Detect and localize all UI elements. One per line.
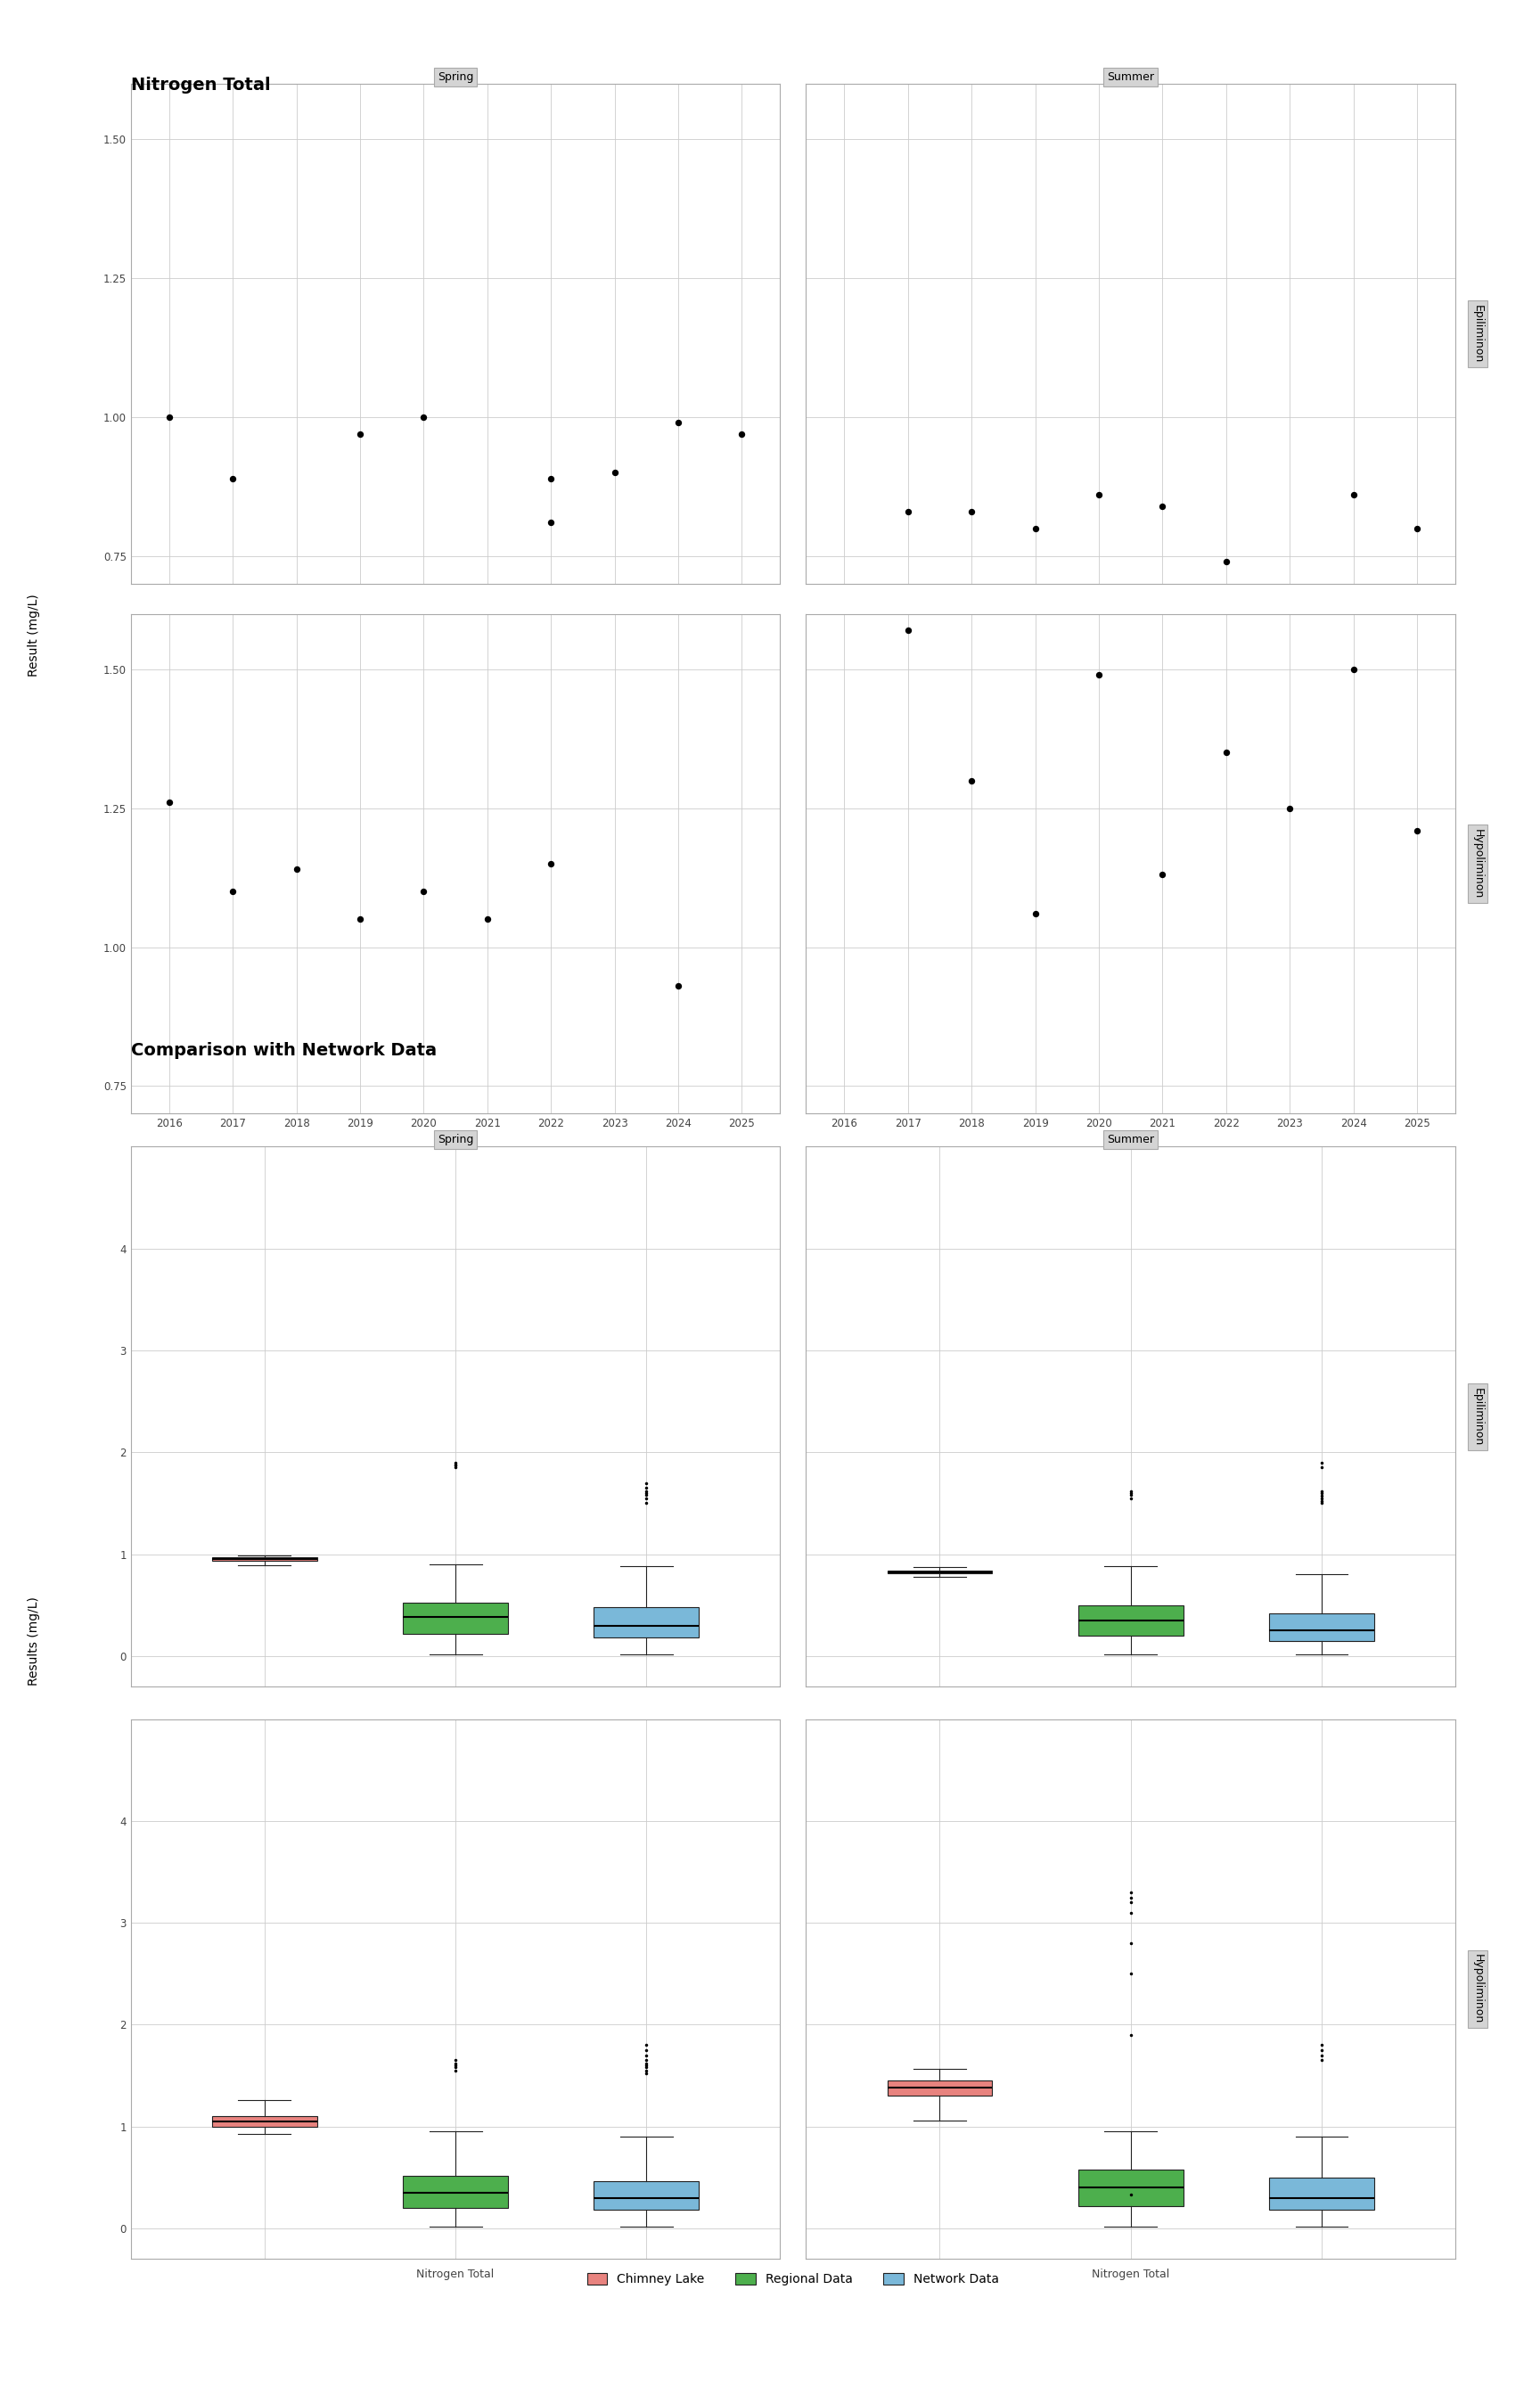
PathPatch shape (1078, 2168, 1183, 2207)
Point (1023, 508, 1047, 546)
PathPatch shape (1078, 1605, 1183, 1636)
PathPatch shape (887, 1569, 992, 1574)
Point (348, 415, 373, 453)
Point (1023, 894, 1047, 932)
Point (1150, 855, 1175, 894)
PathPatch shape (887, 2080, 992, 2096)
X-axis label: Nitrogen Total: Nitrogen Total (1092, 2269, 1169, 2281)
Point (730, 415, 755, 453)
PathPatch shape (403, 1603, 508, 1634)
Point (1404, 508, 1429, 546)
Point (896, 494, 921, 532)
Point (348, 901, 373, 939)
Title: Spring: Spring (437, 1133, 473, 1145)
Point (283, 851, 308, 889)
Point (474, 901, 499, 939)
Point (1087, 657, 1112, 695)
PathPatch shape (1269, 1613, 1374, 1641)
Legend: Chimney Lake, Regional Data, Network Data: Chimney Lake, Regional Data, Network Dat… (582, 2269, 1004, 2291)
Point (896, 611, 921, 649)
PathPatch shape (403, 2176, 508, 2209)
Text: Nitrogen Total: Nitrogen Total (131, 77, 271, 93)
Point (539, 503, 564, 541)
Text: Results (mg/L): Results (mg/L) (28, 1596, 40, 1687)
Point (1214, 541, 1238, 580)
PathPatch shape (1269, 2178, 1374, 2209)
Point (411, 872, 436, 910)
Text: Result (mg/L): Result (mg/L) (28, 594, 40, 676)
Point (1341, 649, 1366, 688)
Point (220, 872, 245, 910)
Y-axis label: Hypoliminon: Hypoliminon (1472, 1955, 1483, 2025)
Point (157, 398, 182, 436)
PathPatch shape (213, 1557, 317, 1560)
Point (220, 460, 245, 498)
Text: Comparison with Network Data: Comparison with Network Data (131, 1042, 437, 1059)
PathPatch shape (594, 1608, 699, 1639)
Y-axis label: Epiliminon: Epiliminon (1472, 304, 1483, 362)
Point (411, 398, 436, 436)
Point (157, 783, 182, 822)
Point (1278, 788, 1303, 827)
PathPatch shape (594, 2180, 699, 2209)
Point (959, 494, 984, 532)
Point (602, 453, 627, 491)
Point (1341, 477, 1366, 515)
Title: Spring: Spring (437, 72, 473, 84)
Point (1404, 812, 1429, 851)
Point (1214, 733, 1238, 772)
Title: Summer: Summer (1107, 72, 1155, 84)
Point (1150, 486, 1175, 525)
Point (539, 846, 564, 884)
Point (1087, 477, 1112, 515)
Point (665, 968, 690, 1006)
Point (665, 403, 690, 441)
X-axis label: Nitrogen Total: Nitrogen Total (417, 2269, 494, 2281)
Point (539, 460, 564, 498)
PathPatch shape (213, 2116, 317, 2128)
Point (959, 762, 984, 800)
Y-axis label: Hypoliminon: Hypoliminon (1472, 829, 1483, 898)
Y-axis label: Epiliminon: Epiliminon (1472, 1387, 1483, 1445)
Title: Summer: Summer (1107, 1133, 1155, 1145)
